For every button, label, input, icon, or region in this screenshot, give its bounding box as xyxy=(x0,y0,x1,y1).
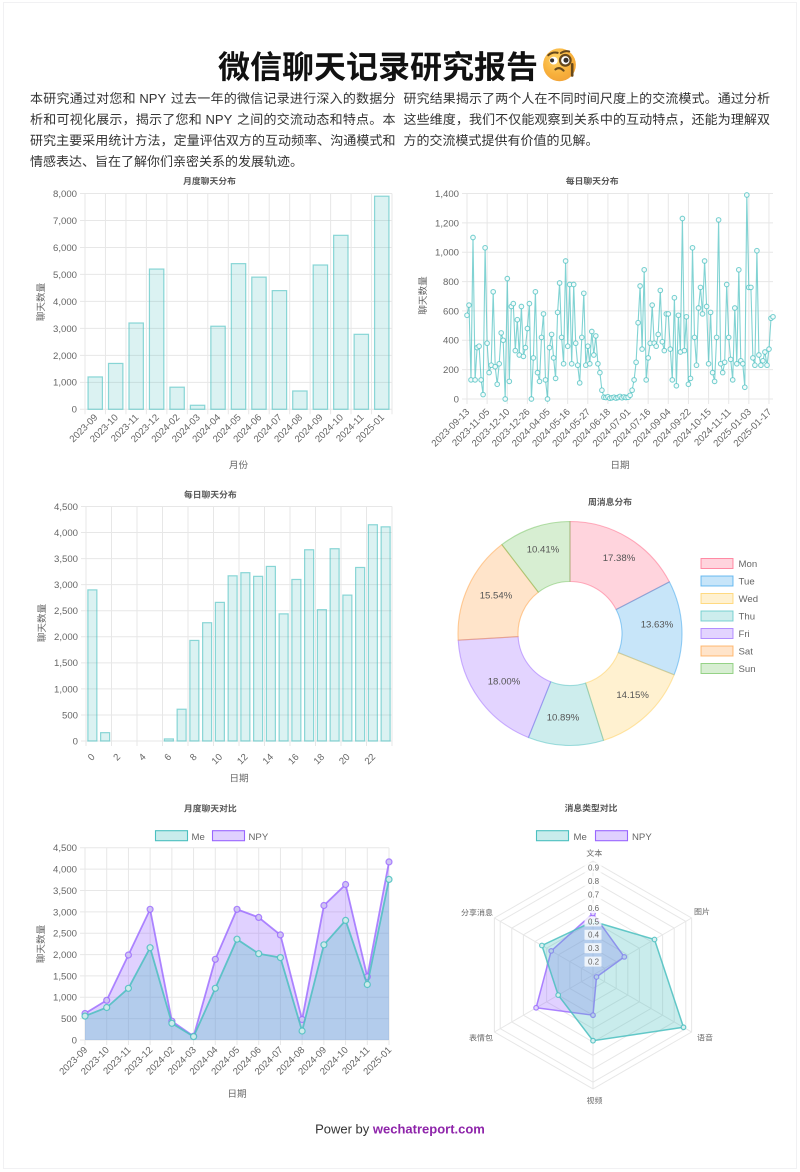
svg-text:17.38%: 17.38% xyxy=(603,553,636,564)
svg-text:2,000: 2,000 xyxy=(53,950,77,961)
svg-text:Me: Me xyxy=(574,832,587,843)
svg-text:15.54%: 15.54% xyxy=(480,590,513,601)
svg-text:0: 0 xyxy=(72,405,77,416)
svg-text:4,000: 4,000 xyxy=(54,528,78,539)
svg-text:4,500: 4,500 xyxy=(53,843,77,854)
svg-text:Sun: Sun xyxy=(739,664,756,675)
svg-text:2: 2 xyxy=(111,752,123,764)
svg-text:3,000: 3,000 xyxy=(54,580,78,591)
svg-text:0.5: 0.5 xyxy=(588,917,600,926)
svg-text:8: 8 xyxy=(188,752,200,764)
svg-text:wechatreport.com: wechatreport.com xyxy=(372,1122,485,1137)
svg-text:NPY: NPY xyxy=(136,91,170,106)
svg-text:0.6: 0.6 xyxy=(588,904,600,913)
svg-text:0: 0 xyxy=(454,394,459,405)
svg-text:1,000: 1,000 xyxy=(53,993,77,1004)
svg-text:0.8: 0.8 xyxy=(588,877,600,886)
svg-text:Tue: Tue xyxy=(739,576,755,587)
svg-text:1,000: 1,000 xyxy=(54,684,78,695)
svg-text:400: 400 xyxy=(443,336,459,347)
svg-text:Mon: Mon xyxy=(739,559,758,570)
svg-text:2,000: 2,000 xyxy=(53,351,77,362)
svg-text:Thu: Thu xyxy=(739,611,756,622)
svg-text:2,000: 2,000 xyxy=(54,632,78,643)
svg-text:NPY: NPY xyxy=(202,112,236,127)
svg-text:0.7: 0.7 xyxy=(588,891,600,900)
svg-text:4,000: 4,000 xyxy=(53,865,77,876)
svg-text:0.2: 0.2 xyxy=(588,958,600,967)
svg-text:2,500: 2,500 xyxy=(53,929,77,940)
svg-text:4,000: 4,000 xyxy=(53,297,77,308)
svg-text:3,500: 3,500 xyxy=(54,554,78,565)
svg-text:Me: Me xyxy=(192,832,205,843)
svg-text:5,000: 5,000 xyxy=(53,270,77,281)
svg-text:6: 6 xyxy=(162,752,174,764)
svg-text:Wed: Wed xyxy=(739,594,759,605)
svg-text:3,500: 3,500 xyxy=(53,886,77,897)
svg-text:4,500: 4,500 xyxy=(54,502,78,513)
svg-text:0: 0 xyxy=(73,736,78,747)
svg-text:7,000: 7,000 xyxy=(53,216,77,227)
svg-text:0.3: 0.3 xyxy=(588,944,600,953)
svg-text:500: 500 xyxy=(62,710,78,721)
svg-text:NPY: NPY xyxy=(632,832,652,843)
svg-text:0.9: 0.9 xyxy=(588,864,600,873)
svg-text:18.00%: 18.00% xyxy=(488,676,521,687)
svg-text:1,400: 1,400 xyxy=(435,189,459,200)
svg-text:800: 800 xyxy=(443,277,459,288)
svg-text:8,000: 8,000 xyxy=(53,189,77,200)
svg-text:0: 0 xyxy=(86,752,98,764)
svg-text:6,000: 6,000 xyxy=(53,243,77,254)
svg-text:1,000: 1,000 xyxy=(53,378,77,389)
svg-text:1,000: 1,000 xyxy=(435,248,459,259)
svg-text:200: 200 xyxy=(443,365,459,376)
svg-text:Fri: Fri xyxy=(739,629,750,640)
svg-text:2,500: 2,500 xyxy=(54,606,78,617)
svg-text:3,000: 3,000 xyxy=(53,907,77,918)
svg-text:1,500: 1,500 xyxy=(53,971,77,982)
svg-text:600: 600 xyxy=(443,306,459,317)
svg-text:10.89%: 10.89% xyxy=(547,712,580,723)
svg-text:1,500: 1,500 xyxy=(54,658,78,669)
svg-text:10.41%: 10.41% xyxy=(527,544,560,555)
svg-text:0.4: 0.4 xyxy=(588,931,600,940)
svg-text:13.63%: 13.63% xyxy=(641,620,674,631)
svg-text:Power by: Power by xyxy=(315,1122,370,1137)
svg-text:Sat: Sat xyxy=(739,646,754,657)
svg-text:0: 0 xyxy=(72,1035,77,1046)
svg-text:NPY: NPY xyxy=(249,832,269,843)
svg-text:3,000: 3,000 xyxy=(53,324,77,335)
svg-text:1,200: 1,200 xyxy=(435,218,459,229)
svg-text:500: 500 xyxy=(61,1014,77,1025)
svg-text:14.15%: 14.15% xyxy=(616,690,649,701)
